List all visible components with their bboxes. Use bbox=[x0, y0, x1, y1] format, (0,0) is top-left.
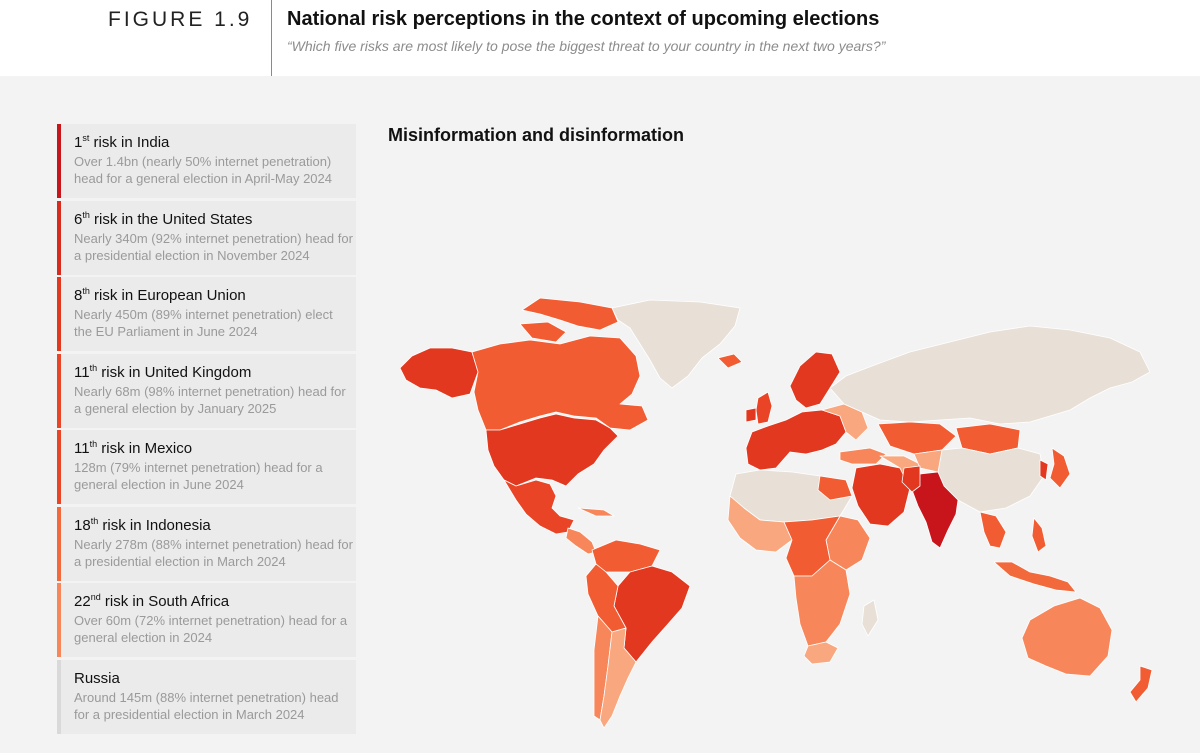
russia-region bbox=[829, 325, 1151, 425]
iceland-region bbox=[717, 353, 743, 369]
card-description: Over 60m (72% internet penetration) head… bbox=[74, 613, 348, 645]
figure-label: FIGURE 1.9 bbox=[108, 8, 253, 31]
figure-subtitle: “Which five risks are most likely to pos… bbox=[287, 38, 886, 54]
india-region bbox=[911, 471, 959, 549]
australia-region bbox=[1021, 597, 1113, 677]
west-africa-region bbox=[727, 495, 793, 553]
card-russia: Russia Around 145m (88% internet penetra… bbox=[57, 660, 356, 734]
card-title: 11th risk in Mexico bbox=[74, 439, 193, 458]
figure-title: National risk perceptions in the context… bbox=[287, 8, 880, 30]
header-divider bbox=[271, 0, 272, 76]
card-title: 11th risk in United Kingdom bbox=[74, 363, 252, 382]
madagascar-region bbox=[861, 599, 879, 637]
central-america-region bbox=[565, 527, 597, 555]
card-united-kingdom: 11th risk in United Kingdom Nearly 68m (… bbox=[57, 354, 356, 428]
card-indonesia: 18th risk in Indonesia Nearly 278m (88% … bbox=[57, 507, 356, 581]
kazakhstan-region bbox=[877, 421, 957, 455]
united-kingdom-region bbox=[755, 391, 773, 425]
canada-island bbox=[519, 321, 567, 343]
brazil-region bbox=[613, 565, 691, 663]
card-south-africa: 22nd risk in South Africa Over 60m (72% … bbox=[57, 583, 356, 657]
card-european-union: 8th risk in European Union Nearly 450m (… bbox=[57, 277, 356, 351]
card-description: Over 1.4bn (nearly 50% internet penetrat… bbox=[74, 154, 332, 186]
south-africa-region bbox=[803, 641, 839, 665]
scandinavia-region bbox=[789, 351, 841, 409]
pakistan-region bbox=[901, 465, 921, 493]
new-zealand-region bbox=[1129, 665, 1153, 703]
map-title: Misinformation and disinformation bbox=[388, 125, 684, 145]
egypt-region bbox=[817, 475, 853, 501]
card-india: 1st risk in India Over 1.4bn (nearly 50%… bbox=[57, 124, 356, 198]
card-title: 22nd risk in South Africa bbox=[74, 592, 230, 611]
figure-header: FIGURE 1.9 National risk perceptions in … bbox=[0, 0, 1200, 76]
argentina-region bbox=[599, 627, 637, 729]
card-title: 1st risk in India bbox=[74, 133, 170, 152]
figure-panel: 1st risk in India Over 1.4bn (nearly 50%… bbox=[0, 76, 1200, 753]
korea-region bbox=[1039, 459, 1049, 481]
ireland-region bbox=[745, 407, 757, 423]
indonesia-region bbox=[993, 561, 1077, 593]
card-description: Nearly 450m (89% internet penetration) e… bbox=[74, 307, 333, 339]
western-europe-region bbox=[745, 409, 847, 471]
world-map bbox=[399, 297, 1153, 729]
card-title: 6th risk in the United States bbox=[74, 210, 253, 229]
card-description: 128m (79% internet penetration) head for… bbox=[74, 460, 323, 492]
southeast-asia-region bbox=[979, 511, 1007, 549]
canada-arctic-islands bbox=[521, 297, 619, 331]
alaska-region bbox=[399, 347, 479, 399]
turkey-region bbox=[839, 447, 887, 465]
card-title: Russia bbox=[74, 670, 120, 687]
card-title: 8th risk in European Union bbox=[74, 286, 246, 305]
middle-east-region bbox=[851, 463, 911, 527]
mexico-region bbox=[503, 479, 575, 535]
card-description: Nearly 340m (92% internet penetration) h… bbox=[74, 231, 353, 263]
philippines-region bbox=[1031, 517, 1047, 553]
southern-africa-region bbox=[793, 559, 851, 647]
card-united-states: 6th risk in the United States Nearly 340… bbox=[57, 201, 356, 275]
caribbean-region bbox=[577, 507, 615, 517]
card-mexico: 11th risk in Mexico 128m (79% internet p… bbox=[57, 430, 356, 504]
card-description: Nearly 278m (88% internet penetration) h… bbox=[74, 537, 353, 569]
card-description: Nearly 68m (98% internet penetration) he… bbox=[74, 384, 346, 416]
greenland-region bbox=[611, 299, 741, 389]
japan-region bbox=[1049, 447, 1071, 489]
card-title: 18th risk in Indonesia bbox=[74, 516, 211, 535]
card-description: Around 145m (88% internet penetration) h… bbox=[74, 690, 339, 722]
